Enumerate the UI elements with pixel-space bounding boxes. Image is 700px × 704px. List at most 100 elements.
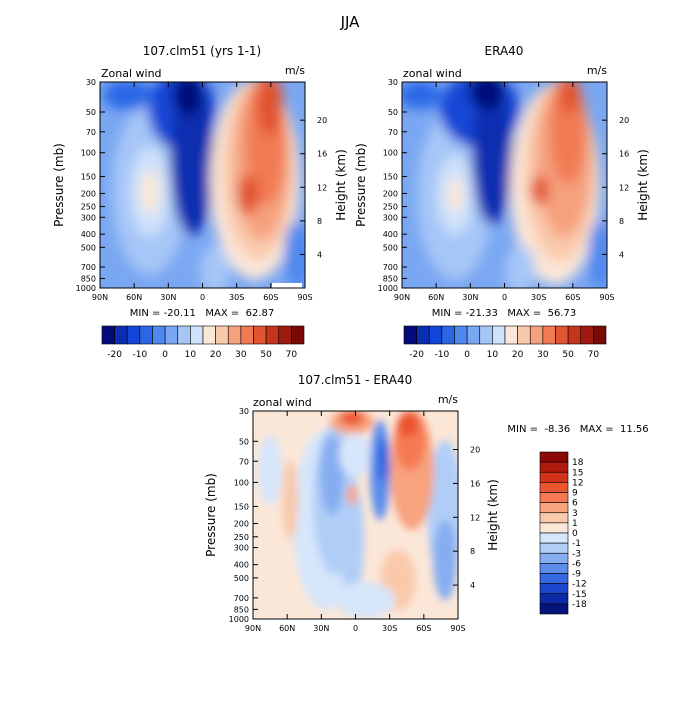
panel-era40-xtick-label: 30S — [531, 293, 546, 302]
panel-diff-ytick-right-label: 20 — [470, 446, 480, 455]
colorbar-diff-swatch — [539, 512, 569, 524]
panel-diff-title: 107.clm51 - ERA40 — [298, 373, 412, 387]
panel-model-title: 107.clm51 (yrs 1-1) — [143, 44, 262, 58]
colorbar-diff-label: -12 — [572, 580, 587, 590]
panel-era40-field — [402, 82, 607, 288]
colorbar-model-label: -10 — [133, 350, 148, 360]
panel-diff-field — [253, 411, 458, 619]
panel-diff-ylabel-right: Height (km) — [486, 479, 500, 550]
panel-model-xtick-label: 30S — [229, 293, 244, 302]
colorbar-model-label: 30 — [235, 350, 247, 360]
colorbar-era40-label: 20 — [512, 350, 524, 360]
colorbar-era40: -20 -10 0 10 20 30 50 70 — [403, 325, 607, 360]
colorbar-diff-label: 9 — [572, 489, 578, 499]
figure-title: JJA — [340, 13, 361, 31]
colorbar-diff-swatch — [539, 451, 569, 463]
colorbar-era40-label: 70 — [588, 350, 600, 360]
panel-diff-ytick-right-label: 16 — [470, 479, 480, 488]
panel-model-xtick-label: 60N — [126, 293, 142, 302]
colorbar-era40-swatch — [479, 325, 493, 345]
panel-era40-title: ERA40 — [485, 44, 524, 58]
colorbar-era40-swatch — [441, 325, 455, 345]
panel-model-ylabel: Pressure (mb) — [52, 143, 66, 227]
panel-era40-ytick-right-label: 16 — [619, 150, 629, 159]
panel-era40-ytick-label: 50 — [388, 108, 398, 117]
colorbar-era40-swatch — [428, 325, 443, 345]
colorbar-model-swatch — [114, 325, 128, 345]
panel-era40-ytick-label: 150 — [383, 173, 398, 182]
panel-model-ytick-label: 300 — [81, 213, 96, 222]
panel-era40-ytick-right-label: 20 — [619, 116, 629, 125]
panel-diff-ytick-label: 70 — [239, 457, 249, 466]
colorbar-diff-swatch — [539, 482, 569, 493]
colorbar-diff-label: -3 — [572, 549, 581, 559]
colorbar-era40-swatch — [593, 325, 607, 345]
colorbar-model-swatch — [152, 325, 166, 345]
panel-diff-variable: zonal wind — [253, 396, 312, 409]
colorbar-model-label: 70 — [286, 350, 298, 360]
panel-diff-ytick-label: 700 — [234, 594, 249, 603]
colorbar-diff-swatch — [539, 542, 569, 554]
colorbar-model-label: 50 — [260, 350, 272, 360]
colorbar-model-swatch — [278, 325, 292, 345]
colorbar-model-swatch — [291, 325, 305, 345]
panel-model-units: m/s — [285, 64, 305, 77]
colorbar-model-label: 10 — [185, 350, 197, 360]
colorbar-era40-swatch — [492, 325, 506, 345]
panel-era40-ytick-label: 700 — [383, 263, 398, 272]
colorbar-model-swatch — [227, 325, 242, 345]
panel-era40-ytick-label: 500 — [383, 243, 398, 252]
colorbar-diff-swatch — [539, 492, 569, 503]
panel-era40: ERA40 zonal wind m/s — [354, 44, 650, 319]
colorbar-model-swatch — [139, 325, 153, 345]
panel-diff-ytick-label: 200 — [234, 520, 249, 529]
colorbar-diff-label: -1 — [572, 539, 581, 549]
colorbar-era40-label: 30 — [537, 350, 549, 360]
panel-model-ytick-right-label: 16 — [317, 150, 327, 159]
colorbar-era40-swatch — [466, 325, 481, 345]
colorbar-model-label: -20 — [107, 350, 122, 360]
panel-diff-xtick-label: 90S — [450, 624, 465, 633]
panel-diff-ytick-label: 1000 — [229, 615, 249, 624]
panel-model-ytick-label: 1000 — [76, 284, 96, 293]
colorbar-diff-swatch — [539, 573, 569, 584]
colorbar-model-swatch — [202, 325, 216, 345]
panel-era40-stats: MIN = -21.33 MAX = 56.73 — [432, 308, 576, 319]
panel-model-ytick-label: 70 — [86, 128, 96, 137]
panel-model-xtick-label: 60S — [263, 293, 278, 302]
panel-model-ytick-label: 500 — [81, 243, 96, 252]
colorbar-diff-label: -15 — [572, 590, 587, 600]
panel-era40-xtick-label: 60S — [565, 293, 580, 302]
panel-model-field — [100, 82, 305, 288]
colorbar-diff-label: 15 — [572, 468, 583, 478]
colorbar-diff-swatch — [539, 471, 569, 483]
panel-diff-xtick-label: 60S — [416, 624, 431, 633]
colorbar-era40-swatch — [454, 325, 468, 345]
panel-era40-ytick-label: 100 — [383, 149, 398, 158]
colorbar-model-swatch — [126, 325, 141, 345]
panel-era40-ytick-label: 300 — [383, 213, 398, 222]
colorbar-era40-label: 0 — [464, 350, 470, 360]
panel-diff-ytick-label: 30 — [239, 407, 249, 416]
panel-era40-xtick-label: 0 — [502, 293, 507, 302]
panel-model-ytick-label: 200 — [81, 189, 96, 198]
colorbar-era40-label: 50 — [562, 350, 574, 360]
panel-model-xtick-label: 90S — [297, 293, 312, 302]
colorbar-era40-swatch — [529, 325, 544, 345]
panel-diff-ytick-label: 100 — [234, 478, 249, 487]
colorbar-diff-label: 3 — [572, 509, 578, 519]
colorbar-era40-swatch — [403, 325, 417, 345]
panel-diff-xtick-label: 30S — [382, 624, 397, 633]
panel-model-ytick-label: 30 — [86, 78, 96, 87]
colorbar-diff-swatch — [539, 522, 569, 534]
colorbar-model-swatch — [265, 325, 280, 345]
colorbar-diff-label: -6 — [572, 559, 581, 569]
panel-diff-ytick-label: 500 — [234, 574, 249, 583]
panel-diff-ylabel: Pressure (mb) — [204, 473, 218, 557]
colorbar-diff-label: 0 — [572, 529, 578, 539]
colorbar-era40-swatch — [567, 325, 582, 345]
colorbar-diff-label: 12 — [572, 478, 583, 488]
